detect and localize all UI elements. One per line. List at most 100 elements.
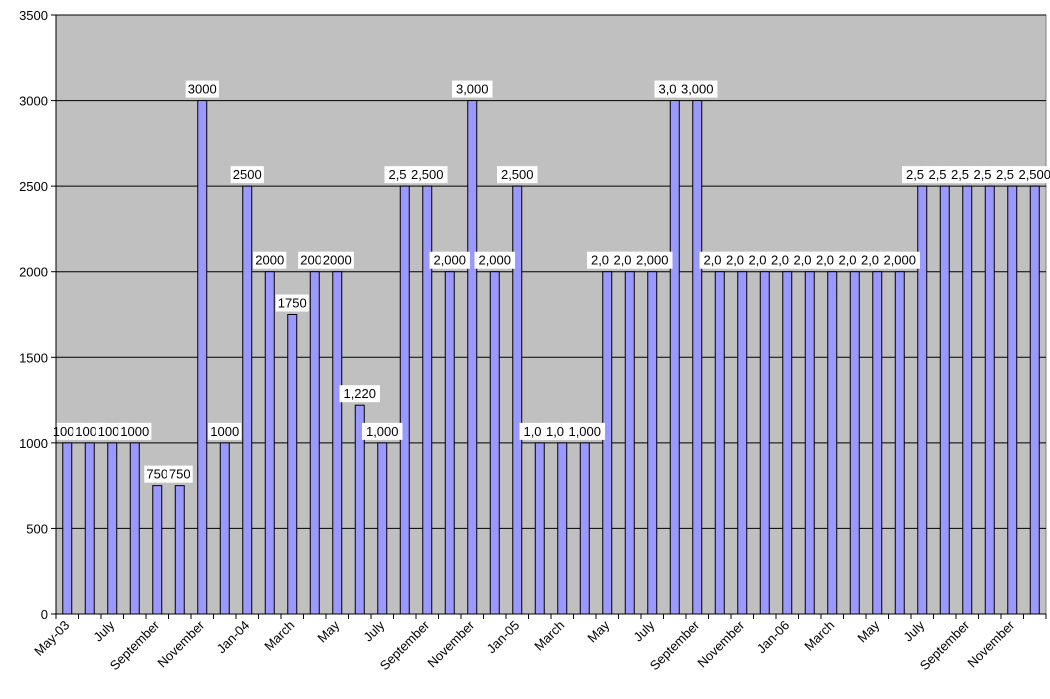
bar [940, 186, 949, 614]
data-label-text: 1000 [120, 424, 149, 439]
y-tick-label: 3000 [19, 94, 48, 109]
data-label: 750 [167, 466, 193, 483]
x-tick-label: May-03 [31, 618, 72, 659]
data-label-text: 2000 [323, 253, 352, 268]
data-label-text: 750 [169, 467, 191, 482]
x-tick-label: July [90, 617, 117, 644]
bar [693, 101, 702, 614]
bar [1008, 186, 1017, 614]
bar [490, 272, 499, 614]
bar [333, 272, 342, 614]
data-label: 2000 [253, 252, 286, 269]
bar [850, 272, 859, 614]
data-label-text: 1750 [278, 296, 307, 311]
data-label-text: 3000 [188, 82, 217, 97]
data-label-text: 2,000 [478, 253, 511, 268]
data-label: 1750 [276, 295, 309, 312]
bar [468, 101, 477, 614]
x-tick-label: May [314, 617, 342, 645]
x-tick-label: July [630, 617, 657, 644]
data-label-text: 2,500 [411, 167, 444, 182]
bar [310, 272, 319, 614]
data-label-text: 2000 [255, 253, 284, 268]
bar [1030, 186, 1039, 614]
data-label-text: 3,000 [681, 82, 714, 97]
x-tick-label: November [154, 617, 207, 670]
data-label-text: 2,500 [1018, 167, 1050, 182]
data-label-text: 2,000 [883, 253, 916, 268]
x-tick-label: November [424, 617, 477, 670]
data-label-text: 750 [146, 467, 168, 482]
bar [265, 272, 274, 614]
bar [400, 186, 409, 614]
data-label: 2000 [321, 252, 354, 269]
bar [63, 443, 72, 614]
data-label: 3,000 [677, 81, 718, 98]
y-tick-label: 2500 [19, 179, 48, 194]
x-tick-label: May [584, 617, 612, 645]
x-tick-label: November [964, 617, 1017, 670]
x-tick-label: Jan-05 [484, 618, 523, 657]
bar [288, 315, 297, 615]
data-label-text: 1,000 [366, 424, 399, 439]
bar [220, 443, 229, 614]
bar [130, 443, 139, 614]
y-tick-label: 2000 [19, 265, 48, 280]
y-tick-label: 3500 [19, 8, 48, 23]
data-label: 2,000 [632, 252, 673, 269]
bar [783, 272, 792, 614]
data-label-text: 2,000 [636, 253, 669, 268]
y-tick-label: 1000 [19, 436, 48, 451]
bar [423, 186, 432, 614]
data-label-text: 2,500 [501, 167, 534, 182]
x-tick-label: November [694, 617, 747, 670]
bar [108, 443, 117, 614]
data-label: 2,000 [430, 252, 471, 269]
x-tick-label: March [531, 618, 567, 654]
x-tick-label: Jan-04 [214, 618, 253, 657]
x-tick-label: March [801, 618, 837, 654]
x-tick-label: March [261, 618, 297, 654]
bar [198, 101, 207, 614]
bar [873, 272, 882, 614]
bar [85, 443, 94, 614]
bar [715, 272, 724, 614]
x-tick-label: September [377, 617, 433, 673]
x-tick-label: Jan-06 [754, 618, 793, 657]
data-label-text: 1000 [210, 424, 239, 439]
x-tick-label: July [360, 617, 387, 644]
data-label: 2,500 [1015, 166, 1050, 183]
bar [603, 272, 612, 614]
bar [243, 186, 252, 614]
x-tick-label: September [647, 617, 703, 673]
y-tick-label: 500 [26, 521, 48, 536]
data-label: 750 [144, 466, 170, 483]
data-label-text: 1,000 [568, 424, 601, 439]
data-label: 1000 [118, 423, 151, 440]
bar [738, 272, 747, 614]
x-tick-label: September [917, 617, 973, 673]
y-tick-label: 0 [41, 607, 48, 622]
data-label: 1000 [208, 423, 241, 440]
data-label-text: 1,220 [343, 386, 376, 401]
bar [558, 443, 567, 614]
data-label-text: 3,000 [456, 82, 489, 97]
bar [963, 186, 972, 614]
bar [175, 486, 184, 614]
data-label: 2,000 [475, 252, 516, 269]
data-label: 3000 [186, 81, 219, 98]
bar [153, 486, 162, 614]
x-tick-label: July [900, 617, 927, 644]
x-tick-label: September [107, 617, 163, 673]
bar [378, 443, 387, 614]
bar [535, 443, 544, 614]
bar [513, 186, 522, 614]
bar [895, 272, 904, 614]
bar [580, 443, 589, 614]
data-label: 2500 [231, 166, 264, 183]
data-label: 1,000 [362, 423, 403, 440]
x-tick-label: May [854, 617, 882, 645]
data-label-text: 2,000 [433, 253, 466, 268]
